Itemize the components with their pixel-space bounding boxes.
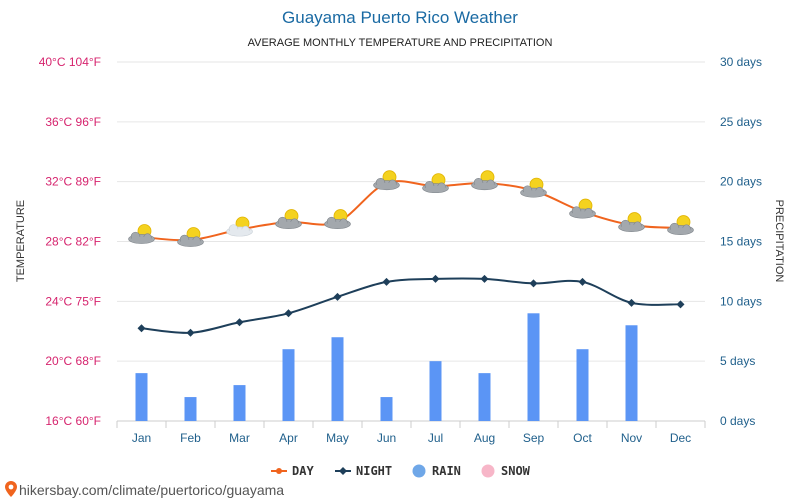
x-tick-label: Dec <box>670 431 691 445</box>
weather-icons <box>128 170 694 247</box>
x-tick-label: May <box>326 431 349 445</box>
rain-bar <box>380 397 393 421</box>
day-line <box>141 180 681 242</box>
partly-cloudy-icon <box>128 224 155 244</box>
night-point <box>186 328 195 337</box>
x-tick-label: Oct <box>573 431 592 445</box>
x-tick-label: Apr <box>279 431 298 445</box>
legend-item-night[interactable]: NIGHT <box>335 464 392 478</box>
legend-item-day[interactable]: DAY <box>271 464 314 478</box>
left-tick-label: 16°C 60°F <box>45 414 101 428</box>
partly-sunny-cloud-icon <box>226 216 253 237</box>
map-pin-icon <box>5 481 17 497</box>
x-tick-label: Jan <box>132 431 151 445</box>
x-axis-ticks: Jan Feb Mar Apr May Jun Jul Aug Sep Oct Nov Dec <box>116 421 706 445</box>
partly-cloudy-icon <box>471 170 498 191</box>
left-tick-label: 20°C 68°F <box>45 354 101 368</box>
right-tick-label: 0 days <box>720 414 755 428</box>
partly-cloudy-icon <box>520 177 547 198</box>
right-tick-label: 25 days <box>720 115 762 129</box>
right-tick-label: 30 days <box>720 55 762 69</box>
partly-cloudy-icon <box>324 209 351 229</box>
rain-bar <box>478 373 491 421</box>
left-tick-label: 32°C 89°F <box>45 175 101 189</box>
x-tick-label: Sep <box>523 431 545 445</box>
night-point <box>676 300 685 309</box>
chart-title: Guayama Puerto Rico Weather <box>282 8 518 27</box>
legend-label: NIGHT <box>356 464 392 478</box>
right-tick-label: 20 days <box>720 175 762 189</box>
right-tick-label: 5 days <box>720 354 755 368</box>
night-point <box>235 318 244 327</box>
night-line <box>141 277 681 334</box>
left-tick-label: 24°C 75°F <box>45 294 101 308</box>
x-tick-label: Mar <box>229 431 250 445</box>
right-tick-label: 10 days <box>720 294 762 308</box>
left-tick-label: 28°C 82°F <box>45 235 101 249</box>
rain-bar <box>429 361 442 421</box>
right-axis-label: PRECIPITATION <box>773 200 785 283</box>
legend-label: DAY <box>292 464 314 478</box>
chart-subtitle: AVERAGE MONTHLY TEMPERATURE AND PRECIPIT… <box>248 37 553 49</box>
footer-link[interactable]: hikersbay.com/climate/puertorico/guayama <box>19 482 284 498</box>
x-tick-label: Nov <box>621 431 642 445</box>
rain-bar <box>625 325 638 421</box>
partly-cloudy-icon <box>422 173 449 194</box>
rain-bar <box>233 385 246 421</box>
night-point <box>284 309 293 318</box>
x-tick-label: Aug <box>474 431 495 445</box>
rain-bar <box>135 373 148 421</box>
rain-bar <box>331 337 344 421</box>
legend-item-snow[interactable]: SNOW <box>481 464 531 478</box>
precipitation-bars <box>135 313 638 421</box>
left-tick-label: 40°C 104°F <box>39 55 101 69</box>
left-axis-ticks: 16°C 60°F 20°C 68°F 24°C 75°F 28°C 82°F 32°C… <box>39 55 101 428</box>
right-axis-ticks: 0 days 5 days 10 days 15 days 20 days 25 days… <box>720 55 762 428</box>
night-point <box>627 298 636 307</box>
x-tick-label: Jun <box>377 431 396 445</box>
legend-item-rain[interactable]: RAIN <box>412 464 461 478</box>
night-point <box>529 279 538 288</box>
footer[interactable]: hikersbay.com/climate/puertorico/guayama <box>5 481 284 498</box>
right-tick-label: 15 days <box>720 235 762 249</box>
partly-cloudy-icon <box>177 227 204 247</box>
x-tick-label: Jul <box>428 431 443 445</box>
night-point <box>137 324 146 333</box>
legend-label: SNOW <box>501 464 531 478</box>
legend-label: RAIN <box>432 464 461 478</box>
night-point <box>480 274 489 283</box>
legend: DAY NIGHT RAIN SNOW <box>271 464 531 478</box>
night-point <box>333 292 342 301</box>
grid-lines <box>117 61 705 422</box>
rain-bar <box>576 349 589 421</box>
partly-cloudy-icon <box>373 170 400 191</box>
night-point <box>578 277 587 286</box>
rain-bar <box>184 397 197 421</box>
partly-cloudy-icon <box>667 215 694 235</box>
partly-cloudy-icon <box>275 209 302 229</box>
rain-bar <box>527 313 540 421</box>
night-point <box>382 277 391 286</box>
rain-bar <box>282 349 295 421</box>
left-tick-label: 36°C 96°F <box>45 115 101 129</box>
x-tick-label: Feb <box>180 431 201 445</box>
night-point <box>431 274 440 283</box>
partly-cloudy-icon <box>618 212 645 232</box>
partly-cloudy-icon <box>569 198 596 219</box>
left-axis-label: TEMPERATURE <box>15 200 27 282</box>
temperature-lines <box>137 180 685 337</box>
